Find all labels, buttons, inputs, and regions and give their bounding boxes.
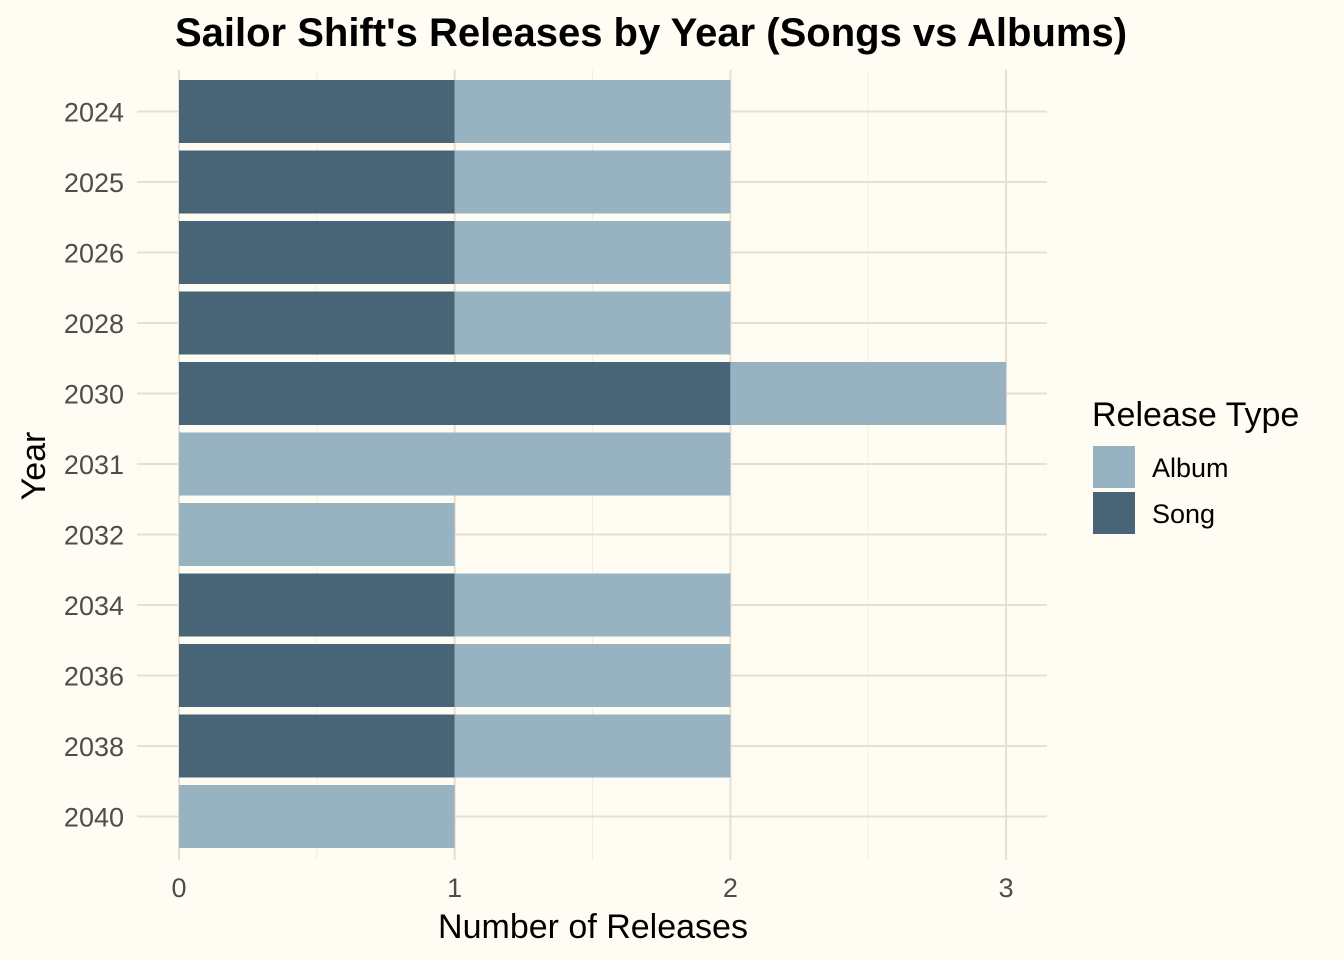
bar-song-2024: [179, 80, 455, 143]
y-tick-label: 2040: [64, 803, 124, 833]
bar-song-2026: [179, 221, 455, 284]
bar-song-2036: [179, 644, 455, 707]
legend-swatch-album: [1093, 446, 1135, 488]
bar-song-2028: [179, 291, 455, 355]
y-tick-label: 2038: [64, 732, 124, 762]
bars: [179, 80, 1007, 848]
bar-album-2040: [179, 785, 455, 848]
bar-album-2030: [730, 362, 1007, 425]
y-tick-labels: 2024 2025 2026 2028 2030 2031 2032 2034 2036 2038…: [64, 98, 124, 833]
y-tick-label: 2026: [64, 239, 124, 269]
bar-album-2034: [454, 573, 731, 637]
bar-album-2026: [454, 221, 731, 284]
y-tick-label: 2024: [64, 98, 124, 128]
legend-swatch-song: [1093, 492, 1135, 534]
legend-label-album: Album: [1152, 453, 1229, 483]
x-tick-label: 0: [171, 873, 186, 903]
y-tick-label: 2032: [64, 521, 124, 551]
y-axis-title: Year: [15, 432, 53, 501]
bar-album-2036: [454, 644, 731, 707]
legend-items: Album Song: [1093, 446, 1229, 534]
x-tick-label: 3: [999, 873, 1014, 903]
bar-album-2025: [454, 150, 731, 214]
y-tick-label: 2030: [64, 380, 124, 410]
bar-song-2038: [179, 714, 455, 778]
y-tick-label: 2031: [64, 450, 124, 480]
chart-title: Sailor Shift's Releases by Year (Songs v…: [175, 11, 1127, 55]
y-tick-label: 2025: [64, 168, 124, 198]
x-axis-title: Number of Releases: [438, 908, 748, 946]
legend-label-song: Song: [1152, 499, 1215, 529]
bar-album-2028: [454, 291, 731, 355]
bar-album-2032: [179, 503, 455, 566]
x-tick-labels: 0 1 2 3: [171, 873, 1013, 903]
y-tick-label: 2034: [64, 591, 124, 621]
legend-title: Release Type: [1092, 396, 1299, 434]
bar-song-2025: [179, 150, 455, 214]
x-tick-label: 2: [723, 873, 738, 903]
bar-album-2031: [179, 432, 731, 496]
bar-song-2034: [179, 573, 455, 637]
y-tick-label: 2036: [64, 662, 124, 692]
bar-album-2024: [454, 80, 731, 143]
x-tick-label: 1: [447, 873, 462, 903]
y-tick-label: 2028: [64, 309, 124, 339]
bar-song-2030: [179, 362, 731, 425]
bar-album-2038: [454, 714, 731, 778]
legend: Release Type Album Song: [1092, 396, 1299, 534]
